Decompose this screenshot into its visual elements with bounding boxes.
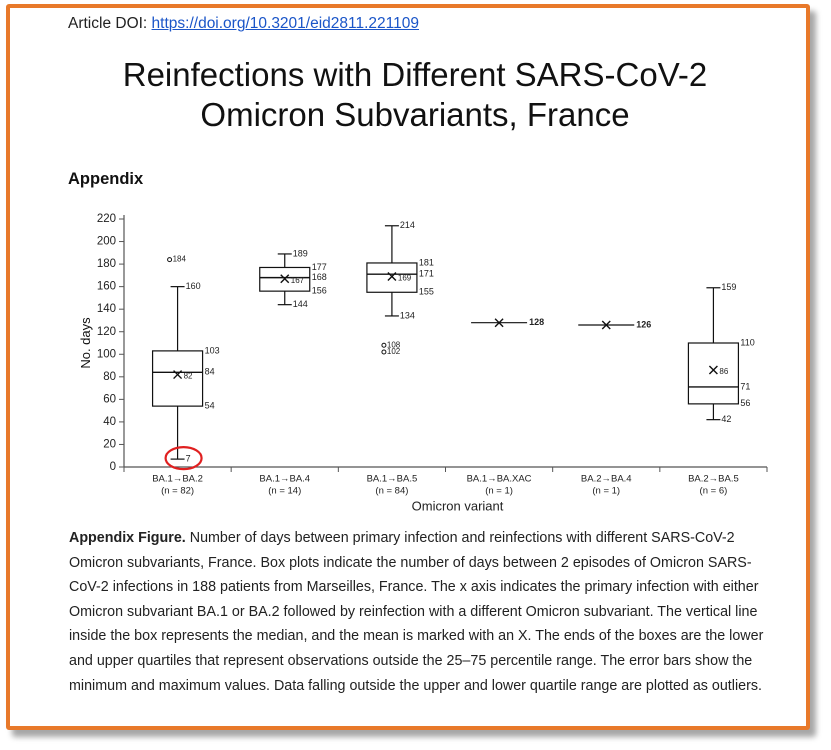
category-label: BA.1→BA.2 bbox=[152, 474, 203, 485]
mean-marker bbox=[708, 365, 718, 375]
max-label: 189 bbox=[293, 248, 308, 258]
outlier-label: 108 bbox=[387, 340, 401, 349]
y-tick-label: 120 bbox=[97, 326, 116, 338]
outlier-point bbox=[381, 349, 387, 355]
category-n-label: (n = 82) bbox=[161, 486, 194, 497]
outlier-label: 184 bbox=[173, 255, 187, 264]
y-tick-label: 60 bbox=[103, 393, 116, 405]
iqr-box bbox=[366, 262, 418, 293]
single-value-label: 126 bbox=[636, 319, 651, 329]
y-tick-label: 180 bbox=[97, 258, 116, 270]
y-tick-label: 0 bbox=[110, 461, 116, 473]
caption-label: Appendix Figure. bbox=[69, 530, 186, 546]
mean-label: 82 bbox=[184, 372, 193, 381]
q3-label: 181 bbox=[419, 257, 434, 267]
caption-text: Number of days between primary infection… bbox=[69, 530, 764, 694]
q3-label: 103 bbox=[205, 345, 220, 355]
mean-marker bbox=[387, 271, 397, 281]
q1-label: 156 bbox=[312, 286, 327, 296]
category-n-label: (n = 1) bbox=[592, 486, 620, 497]
page-title: Reinfections with Different SARS-CoV-2 O… bbox=[60, 55, 770, 135]
outlier-point bbox=[381, 342, 387, 348]
min-label: 42 bbox=[721, 414, 731, 424]
category-label: BA.2→BA.4 bbox=[581, 474, 632, 485]
max-label: 159 bbox=[721, 282, 736, 292]
doi-link[interactable]: https://doi.org/10.3201/eid2811.221109 bbox=[151, 15, 419, 32]
category-n-label: (n = 1) bbox=[485, 486, 513, 497]
category-n-label: (n = 6) bbox=[700, 486, 728, 497]
y-tick-label: 100 bbox=[97, 348, 116, 360]
median-label: 71 bbox=[740, 381, 750, 391]
q1-label: 54 bbox=[205, 401, 215, 411]
title-line-1: Reinfections with Different SARS-CoV-2 bbox=[122, 56, 708, 93]
box-plot-chart: 0 20 40 60 80 100 120 140 160 180 200 220 No. days Om… bbox=[78, 213, 768, 513]
y-tick-label: 200 bbox=[97, 236, 116, 248]
category-label: BA.1→BA.4 bbox=[259, 474, 310, 485]
y-tick-label: 160 bbox=[97, 281, 116, 293]
q3-label: 110 bbox=[740, 337, 754, 347]
document-frame bbox=[6, 4, 810, 730]
mean-marker bbox=[601, 320, 611, 330]
median-label: 168 bbox=[312, 272, 327, 282]
x-axis-title: Omicron variant bbox=[412, 498, 504, 513]
q3-label: 177 bbox=[312, 262, 327, 272]
mean-label: 167 bbox=[291, 276, 305, 285]
median-label: 84 bbox=[205, 367, 215, 377]
y-tick-label: 20 bbox=[103, 438, 116, 450]
y-tick-label: 220 bbox=[97, 213, 116, 225]
min-label: 144 bbox=[293, 299, 308, 309]
max-label: 214 bbox=[400, 220, 415, 230]
y-tick-label: 40 bbox=[103, 416, 116, 428]
y-tick-label: 140 bbox=[97, 303, 116, 315]
title-line-2: Omicron Subvariants, France bbox=[200, 96, 630, 133]
category-label: BA.2→BA.5 bbox=[688, 474, 739, 485]
mean-label: 169 bbox=[398, 274, 412, 283]
median-label: 171 bbox=[419, 269, 434, 279]
mean-label: 86 bbox=[719, 367, 728, 376]
category-n-label: (n = 14) bbox=[268, 486, 301, 497]
max-label: 160 bbox=[186, 281, 201, 291]
figure-caption: Appendix Figure. Number of days between … bbox=[69, 526, 769, 698]
iqr-box bbox=[259, 266, 311, 292]
y-axis-title: No. days bbox=[78, 317, 93, 369]
min-label: 7 bbox=[186, 453, 191, 463]
mean-marker bbox=[494, 318, 504, 328]
min-label: 134 bbox=[400, 310, 415, 320]
highlight-circle bbox=[164, 446, 203, 471]
category-n-label: (n = 84) bbox=[375, 486, 408, 497]
doi-label: Article DOI: bbox=[68, 15, 148, 32]
section-heading: Appendix bbox=[68, 170, 144, 188]
iqr-box bbox=[687, 342, 740, 405]
mean-marker bbox=[173, 370, 183, 380]
iqr-box bbox=[151, 350, 204, 407]
category-label: BA.1→BA.5 bbox=[367, 474, 418, 485]
mean-marker bbox=[280, 274, 290, 284]
q1-label: 155 bbox=[419, 287, 434, 297]
outlier-point bbox=[167, 257, 173, 263]
category-label: BA.1→BA.XAC bbox=[467, 474, 532, 485]
outlier-label: 102 bbox=[387, 347, 401, 356]
q1-label: 56 bbox=[740, 398, 750, 408]
single-value-label: 128 bbox=[529, 317, 544, 327]
article-doi: Article DOI: https://doi.org/10.3201/eid… bbox=[68, 15, 419, 33]
y-tick-label: 80 bbox=[103, 371, 116, 383]
